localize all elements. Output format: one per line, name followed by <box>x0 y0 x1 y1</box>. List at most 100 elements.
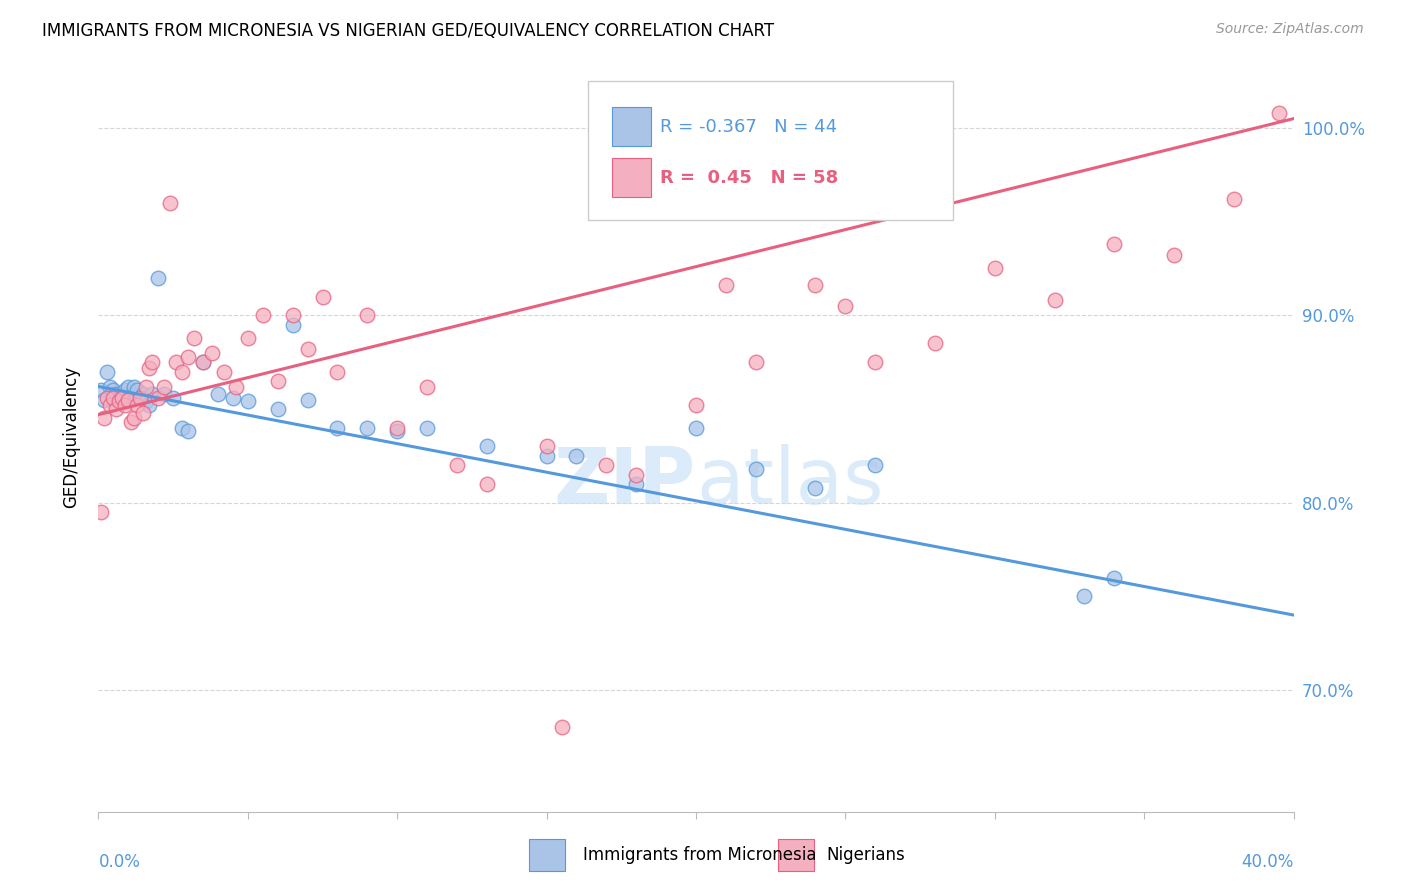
Point <box>385 425 409 439</box>
FancyBboxPatch shape <box>613 159 651 197</box>
Point <box>153 379 176 393</box>
Text: R = -0.367   N = 44: R = -0.367 N = 44 <box>661 118 837 136</box>
Point <box>212 365 235 379</box>
Point <box>626 467 648 482</box>
Point <box>105 387 128 401</box>
Point <box>103 391 125 405</box>
Point <box>207 387 229 401</box>
FancyBboxPatch shape <box>613 107 651 146</box>
Point <box>127 398 149 412</box>
Point <box>177 425 200 439</box>
Point <box>865 355 887 369</box>
Point <box>281 308 304 322</box>
Point <box>326 365 349 379</box>
Point <box>222 391 245 405</box>
Point <box>117 379 139 393</box>
Point <box>177 350 200 364</box>
Point <box>536 449 558 463</box>
Point <box>114 398 136 412</box>
Point <box>745 462 768 476</box>
Point <box>236 394 259 409</box>
FancyBboxPatch shape <box>589 81 953 219</box>
Point <box>96 365 118 379</box>
Point <box>475 440 498 454</box>
Point <box>536 440 558 454</box>
Point <box>1267 106 1289 120</box>
Point <box>626 476 648 491</box>
Text: Source: ZipAtlas.com: Source: ZipAtlas.com <box>1216 22 1364 37</box>
Text: Immigrants from Micronesia: Immigrants from Micronesia <box>583 846 817 863</box>
Text: Nigerians: Nigerians <box>827 846 905 863</box>
Point <box>183 331 205 345</box>
Point <box>148 271 170 285</box>
Point <box>114 384 136 398</box>
Point <box>138 360 160 375</box>
Point <box>105 401 128 416</box>
Point <box>153 387 176 401</box>
Point <box>120 415 142 429</box>
Point <box>1223 192 1246 206</box>
Point <box>90 505 112 519</box>
Point <box>281 318 304 332</box>
Point <box>124 379 146 393</box>
Point <box>984 261 1007 276</box>
Point <box>129 391 152 405</box>
Point <box>111 391 134 405</box>
Point <box>1073 590 1095 604</box>
Point <box>685 398 707 412</box>
Point <box>385 421 409 435</box>
Point <box>565 449 588 463</box>
Point <box>124 411 146 425</box>
Point <box>98 379 122 393</box>
Point <box>132 387 155 401</box>
Point <box>475 476 498 491</box>
Y-axis label: GED/Equivalency: GED/Equivalency <box>62 366 80 508</box>
Point <box>162 391 184 405</box>
Point <box>201 346 224 360</box>
Point <box>416 379 439 393</box>
Point <box>685 421 707 435</box>
Point <box>135 394 157 409</box>
Point <box>326 421 349 435</box>
Point <box>96 391 118 405</box>
Text: R =  0.45   N = 58: R = 0.45 N = 58 <box>661 169 838 186</box>
Text: IMMIGRANTS FROM MICRONESIA VS NIGERIAN GED/EQUIVALENCY CORRELATION CHART: IMMIGRANTS FROM MICRONESIA VS NIGERIAN G… <box>42 22 775 40</box>
Point <box>595 458 617 473</box>
Point <box>252 308 274 322</box>
Point <box>127 384 149 398</box>
Point <box>132 406 155 420</box>
Point <box>550 720 572 734</box>
Point <box>1104 571 1126 585</box>
Point <box>93 411 115 425</box>
Point <box>172 421 194 435</box>
Point <box>159 196 181 211</box>
Point <box>356 308 378 322</box>
Point <box>103 384 125 398</box>
Point <box>111 387 134 401</box>
Point <box>108 394 131 409</box>
Point <box>165 355 187 369</box>
Point <box>446 458 468 473</box>
Point <box>267 401 290 416</box>
Point <box>138 398 160 412</box>
Point <box>120 391 142 405</box>
Point <box>93 392 115 407</box>
Point <box>191 355 214 369</box>
Point <box>804 481 827 495</box>
Point <box>90 384 112 398</box>
Point <box>804 278 827 293</box>
Point <box>714 278 737 293</box>
Point <box>172 365 194 379</box>
Point <box>117 392 139 407</box>
FancyBboxPatch shape <box>529 839 565 871</box>
Point <box>297 342 319 356</box>
Point <box>267 374 290 388</box>
Text: ZIP: ZIP <box>554 444 696 520</box>
Point <box>834 299 856 313</box>
Point <box>311 289 333 303</box>
Point <box>191 355 214 369</box>
Text: atlas: atlas <box>696 444 883 520</box>
Point <box>148 391 170 405</box>
Text: 0.0%: 0.0% <box>98 853 141 871</box>
Point <box>135 379 157 393</box>
